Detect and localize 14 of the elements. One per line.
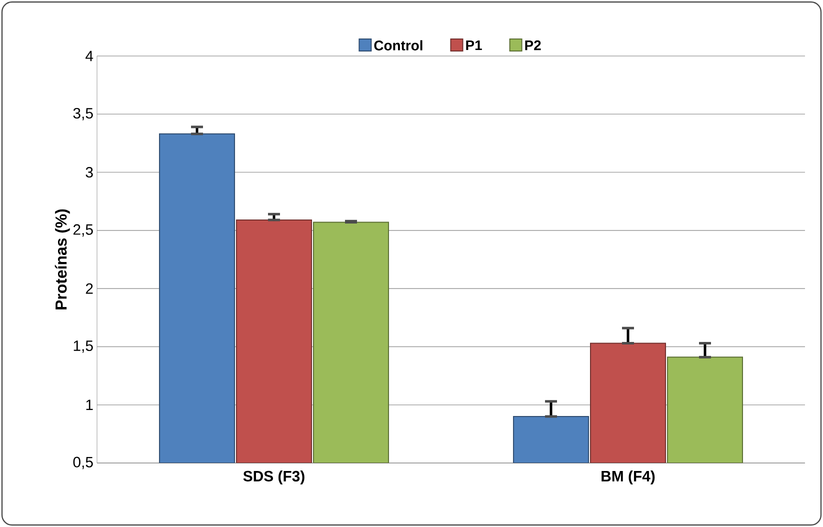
x-tick-label: BM (F4) bbox=[602, 470, 655, 484]
y-tick-label: 3 bbox=[86, 166, 93, 178]
y-tick-label: 3,5 bbox=[73, 108, 93, 120]
y-tick-label: 4 bbox=[86, 50, 94, 62]
y-tick-label: 0,5 bbox=[73, 456, 93, 470]
x-tick-label: SDS (F3) bbox=[243, 470, 304, 484]
legend-label: P2 bbox=[525, 40, 541, 50]
legend-label: P1 bbox=[466, 40, 482, 50]
y-tick-label: 1,5 bbox=[74, 340, 93, 353]
y-tick-label: 2 bbox=[86, 283, 93, 294]
legend-label: Control bbox=[374, 40, 422, 50]
y-tick-label: 1 bbox=[86, 400, 93, 410]
y-tick-label: 2,5 bbox=[73, 224, 93, 237]
y-axis-title: Proteínas (%) bbox=[54, 209, 70, 310]
